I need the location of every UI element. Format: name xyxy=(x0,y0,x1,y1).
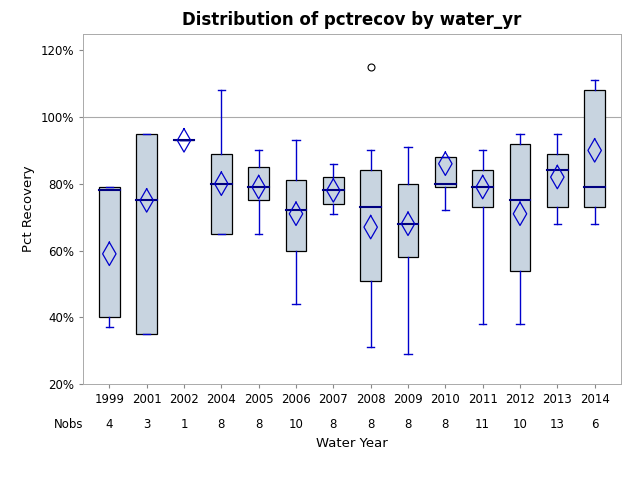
Text: 11: 11 xyxy=(475,418,490,432)
Y-axis label: Pct Recovery: Pct Recovery xyxy=(22,166,35,252)
Bar xyxy=(397,184,419,257)
Bar xyxy=(99,187,120,317)
Bar xyxy=(285,180,307,251)
Bar xyxy=(472,170,493,207)
Text: 10: 10 xyxy=(513,418,527,432)
Text: 8: 8 xyxy=(255,418,262,432)
Text: 3: 3 xyxy=(143,418,150,432)
Text: 8: 8 xyxy=(367,418,374,432)
Text: 8: 8 xyxy=(404,418,412,432)
Bar xyxy=(360,170,381,280)
Text: Nobs: Nobs xyxy=(54,418,83,432)
Text: 10: 10 xyxy=(289,418,303,432)
X-axis label: Water Year: Water Year xyxy=(316,437,388,450)
Text: 4: 4 xyxy=(106,418,113,432)
Text: 13: 13 xyxy=(550,418,564,432)
Bar xyxy=(509,144,531,271)
Bar xyxy=(136,134,157,334)
Bar xyxy=(547,154,568,207)
Bar xyxy=(248,167,269,201)
Text: 1: 1 xyxy=(180,418,188,432)
Text: 8: 8 xyxy=(442,418,449,432)
Text: 8: 8 xyxy=(330,418,337,432)
Text: 6: 6 xyxy=(591,418,598,432)
Text: 8: 8 xyxy=(218,418,225,432)
Bar xyxy=(211,154,232,234)
Bar xyxy=(323,177,344,204)
Bar xyxy=(584,90,605,207)
Title: Distribution of pctrecov by water_yr: Distribution of pctrecov by water_yr xyxy=(182,11,522,29)
Bar xyxy=(435,157,456,187)
